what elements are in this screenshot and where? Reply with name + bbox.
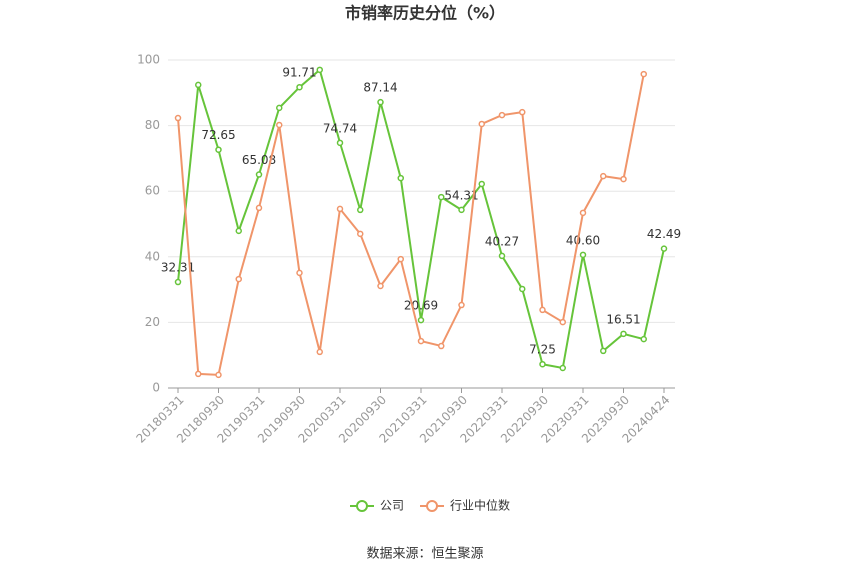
point (539, 360, 546, 368)
data-label: 40.27 (485, 234, 519, 248)
y-tick-label: 60 (145, 184, 160, 198)
legend-marker (426, 500, 439, 512)
y-tick-label: 20 (145, 315, 160, 329)
data-label: 74.74 (323, 121, 357, 135)
point (377, 282, 384, 290)
point (620, 175, 627, 183)
point (458, 206, 465, 214)
data-label: 91.71 (282, 66, 316, 80)
point (397, 174, 404, 182)
point (235, 227, 242, 235)
point (539, 306, 546, 314)
point (255, 171, 263, 178)
point (235, 275, 242, 283)
data-label: 16.51 (606, 312, 640, 326)
point (296, 83, 303, 91)
point (397, 255, 404, 263)
point (600, 172, 607, 180)
point (579, 251, 587, 259)
series-line (177, 73, 645, 376)
point (255, 204, 263, 212)
point (336, 205, 344, 213)
point (195, 81, 202, 89)
point (357, 230, 364, 238)
point (620, 330, 627, 338)
data-label: 20.69 (404, 299, 438, 313)
point (336, 139, 344, 147)
data-label: 40.60 (566, 233, 600, 247)
point (640, 335, 647, 343)
point (276, 104, 283, 112)
point (478, 120, 485, 128)
point (519, 285, 526, 293)
data-label: 65.08 (242, 153, 276, 167)
point (417, 337, 425, 345)
legend-label: 公司 (380, 499, 404, 513)
point (215, 371, 222, 379)
point (438, 193, 445, 201)
point (357, 206, 364, 214)
y-tick-label: 100 (137, 53, 160, 67)
data-label: 54.31 (444, 188, 478, 202)
point (458, 301, 465, 309)
chart-title: 市销率历史分位（%） (345, 4, 505, 23)
point (438, 342, 445, 350)
point (559, 364, 566, 372)
point (559, 318, 566, 326)
point (417, 316, 425, 324)
point (478, 180, 485, 188)
data-label: 7.25 (529, 343, 556, 357)
point (316, 66, 323, 74)
y-tick-label: 0 (152, 381, 160, 395)
data-label: 72.65 (201, 128, 235, 142)
source: 数据来源：恒生聚源 (366, 547, 483, 562)
point (519, 108, 526, 116)
point (498, 111, 506, 119)
point (215, 146, 222, 153)
y-tick-label: 40 (145, 249, 160, 263)
point (296, 269, 303, 277)
point (579, 209, 587, 217)
y-tick-label: 80 (145, 118, 160, 132)
point (600, 347, 607, 355)
point (195, 370, 202, 378)
point (174, 278, 182, 286)
data-label: 32.31 (161, 261, 195, 275)
point (276, 121, 283, 129)
point (174, 114, 182, 122)
legend-label: 行业中位数 (450, 498, 510, 513)
legend-marker (356, 500, 368, 512)
point (498, 252, 506, 260)
point (640, 70, 647, 78)
point (316, 348, 323, 356)
data-label: 42.49 (647, 227, 681, 241)
point (377, 98, 384, 106)
data-label: 87.14 (363, 81, 397, 95)
point (660, 245, 668, 252)
